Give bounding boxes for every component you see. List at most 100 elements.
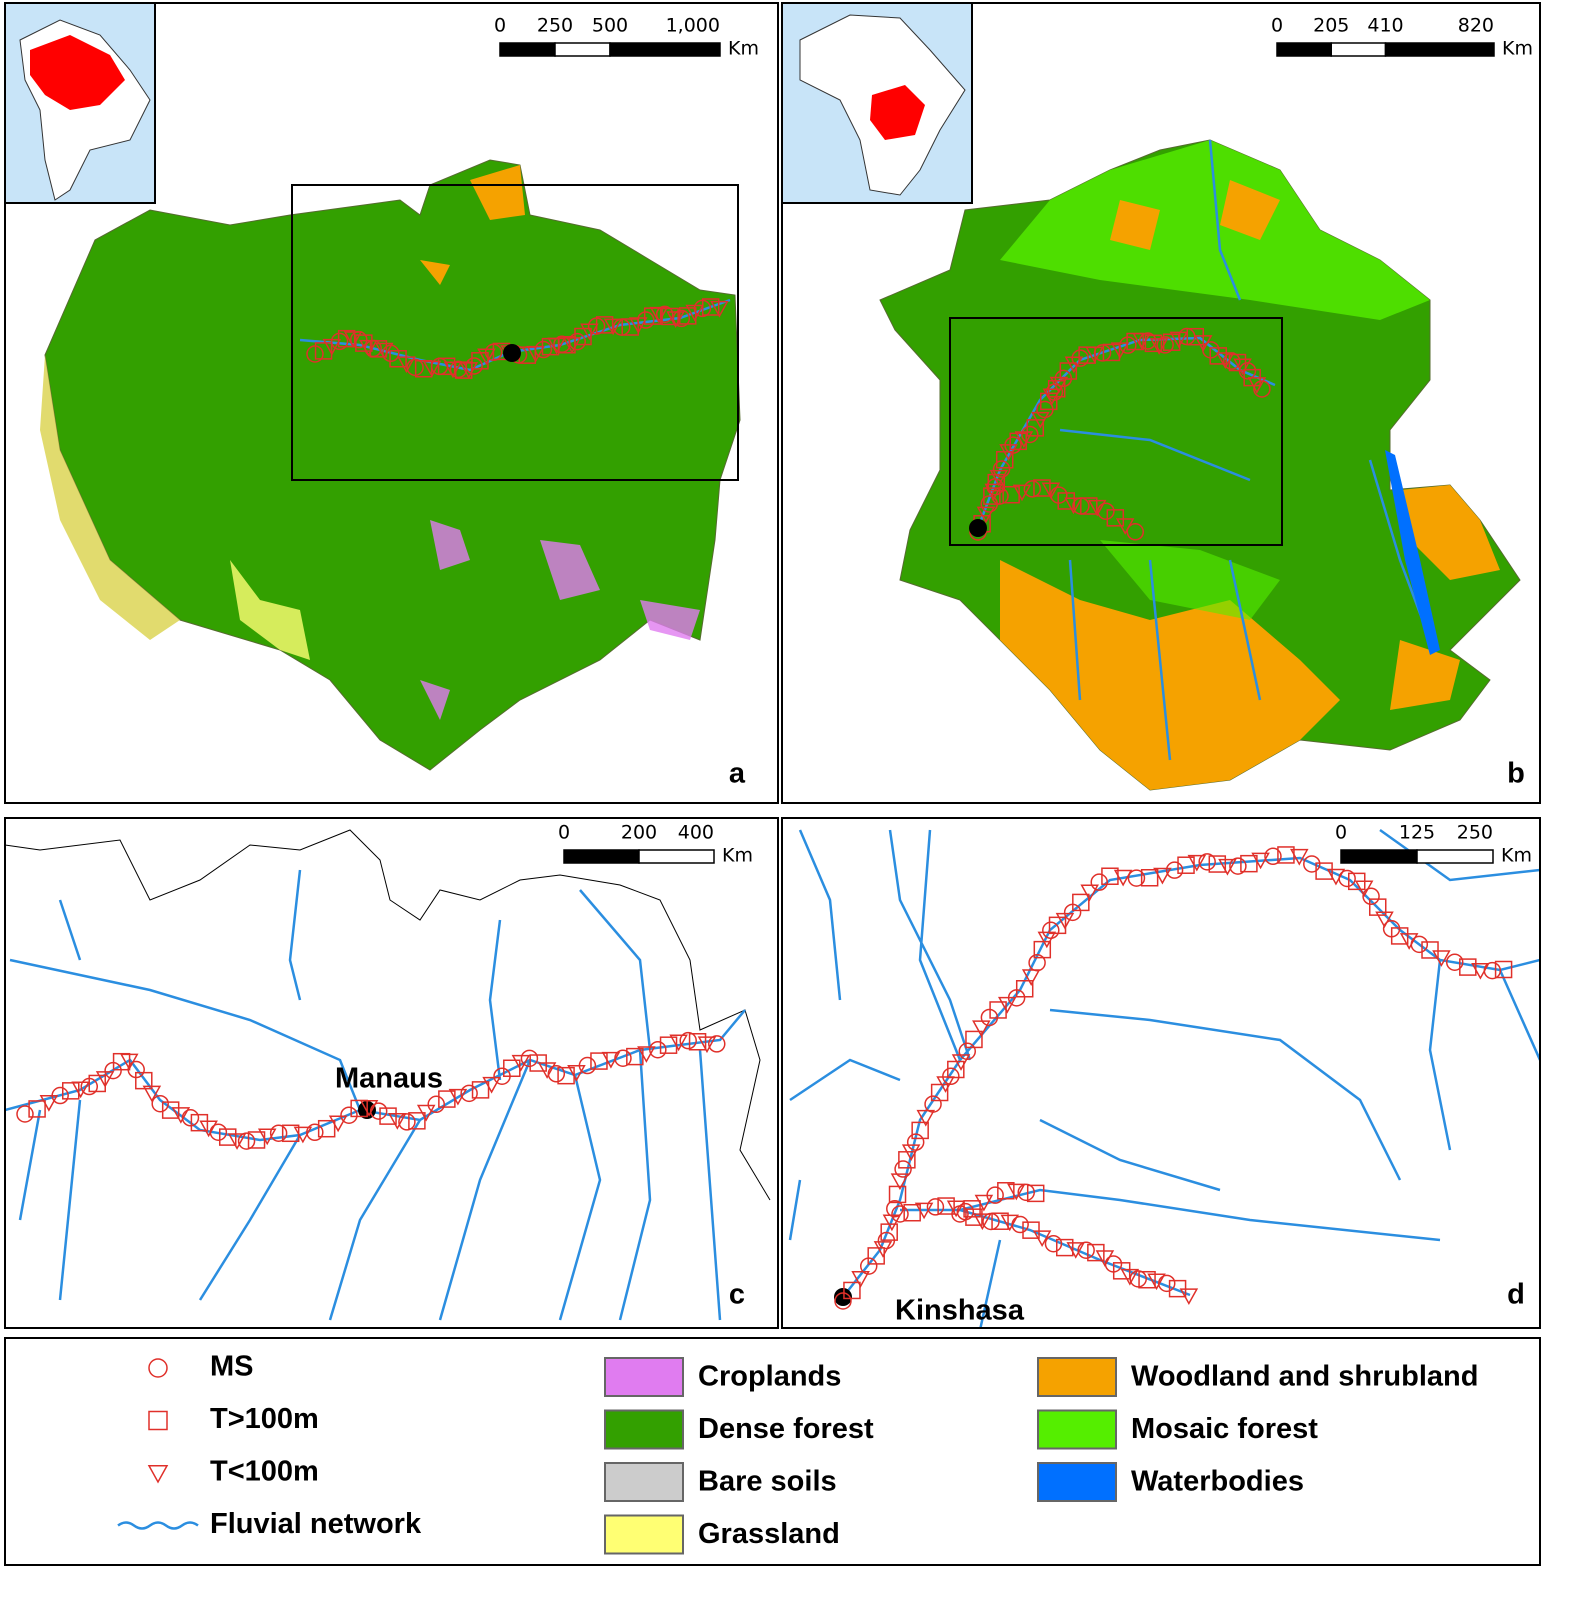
marker-t-large	[1240, 854, 1258, 873]
scale-label: 0	[1271, 15, 1283, 37]
legend-items: MS T>100m T<100m Fluvial network Croplands De…	[117, 1351, 1478, 1555]
marker-t-small	[1251, 852, 1270, 870]
city-label: Kinshasa	[895, 1295, 1025, 1327]
marker-t-small	[1066, 1242, 1086, 1259]
inset-south-america	[4, 2, 156, 204]
marker-ms	[520, 1049, 539, 1068]
marker-t-small	[1120, 1268, 1140, 1286]
marker-t-large	[28, 1100, 46, 1118]
marker-ms	[465, 357, 483, 375]
scale-segment	[1340, 849, 1418, 864]
marker-t-small	[567, 1065, 586, 1082]
marker-ms	[1238, 362, 1257, 380]
scale-label: 205	[1313, 15, 1349, 37]
panel-letter: c	[729, 1279, 745, 1311]
marker-ms	[1127, 869, 1146, 887]
scale-label: 1,000	[666, 15, 720, 37]
marker-t-large	[1080, 497, 1098, 515]
marker-t-small	[147, 1465, 169, 1484]
marker-ms	[1093, 344, 1112, 362]
marker-t-small	[1064, 497, 1083, 515]
marker-t-large	[1315, 862, 1333, 880]
marker-ms	[51, 1086, 69, 1105]
marker-t-large	[1015, 980, 1034, 998]
legend-label: T<100m	[210, 1456, 319, 1488]
legend-label: Grassland	[698, 1518, 840, 1550]
legend-swatch	[1037, 1462, 1117, 1502]
marker-t-large	[350, 1099, 368, 1118]
panel-d	[788, 828, 1540, 1328]
marker-t-large	[930, 1083, 949, 1102]
marker-t-large	[963, 1200, 981, 1218]
marker-t-large	[595, 316, 614, 334]
marker-ms	[924, 1095, 942, 1113]
marker-ms	[1483, 961, 1502, 980]
marker-t-large	[1138, 1270, 1156, 1289]
marker-t-small	[972, 1020, 991, 1038]
marker-ms	[982, 1212, 1000, 1231]
marker-t-small	[397, 356, 416, 374]
scale-segment	[638, 849, 715, 864]
marker-t-large	[1033, 479, 1051, 497]
marker-t-large	[661, 307, 679, 326]
marker-t-small	[649, 306, 669, 324]
scale-label: 250	[1457, 822, 1493, 844]
marker-ms	[1042, 921, 1060, 940]
scale-segment	[1416, 849, 1494, 864]
marker-t-large	[1421, 941, 1439, 959]
city-dot	[503, 344, 521, 362]
amazon-basin	[44, 159, 741, 771]
marker-t-small	[1031, 411, 1050, 429]
marker-t-small	[989, 469, 1009, 487]
marker-t-small	[511, 1054, 531, 1072]
marker-t-large	[454, 361, 473, 379]
legend-label: Mosaic forest	[1131, 1413, 1318, 1445]
panel-letter: d	[1507, 1279, 1525, 1311]
marker-t-small	[1037, 931, 1057, 949]
marker-t-small	[603, 318, 623, 336]
marker-ms	[655, 305, 674, 324]
marker-t-small	[537, 1062, 557, 1079]
marker-t-large	[88, 1074, 106, 1093]
marker-t-large	[1033, 940, 1052, 959]
legend-label: Fluvial network	[210, 1508, 422, 1540]
marker-ms	[1362, 887, 1380, 906]
marker-ms	[369, 1102, 388, 1120]
panel-c	[5, 829, 771, 1321]
marker-t-large	[1026, 1184, 1045, 1203]
marker-t-small	[343, 331, 363, 348]
marker-ms	[1028, 953, 1046, 972]
marker-ms	[578, 1056, 597, 1075]
marker-ms	[269, 1124, 288, 1142]
inset-africa	[781, 2, 973, 204]
marker-t-large	[997, 1182, 1015, 1200]
marker-t-large	[983, 487, 1001, 505]
marker-t-large	[1494, 960, 1513, 979]
marker-t-small	[374, 342, 394, 360]
marker-t-small	[1000, 1214, 1020, 1232]
marker-ms	[958, 1042, 977, 1061]
marker-ms	[534, 340, 553, 359]
legend-label: T>100m	[210, 1403, 319, 1435]
marker-t-small	[1375, 911, 1394, 929]
scale-unit: Km	[1502, 38, 1533, 60]
marker-ms	[16, 1105, 34, 1123]
marker-t-large	[161, 1101, 180, 1119]
marker-ms	[547, 1065, 566, 1083]
marker-t-small	[39, 1095, 59, 1112]
marker-ms	[649, 1040, 667, 1059]
scale-label: 250	[537, 15, 573, 37]
marker-t-large	[1048, 916, 1067, 935]
city-label: Manaus	[335, 1063, 443, 1095]
marker-t-small	[1032, 1230, 1052, 1248]
marker-t-large	[218, 1128, 237, 1146]
marker-ms	[1119, 336, 1137, 354]
river	[788, 828, 1540, 1328]
marker-t-small	[1080, 884, 1099, 902]
marker-ms	[1338, 869, 1356, 888]
marker-t-large	[1102, 343, 1121, 362]
marker-t-large	[135, 1071, 153, 1090]
legend-label: Croplands	[698, 1361, 841, 1393]
marker-t-large	[1022, 1221, 1040, 1239]
marker-t-small	[199, 1120, 218, 1138]
